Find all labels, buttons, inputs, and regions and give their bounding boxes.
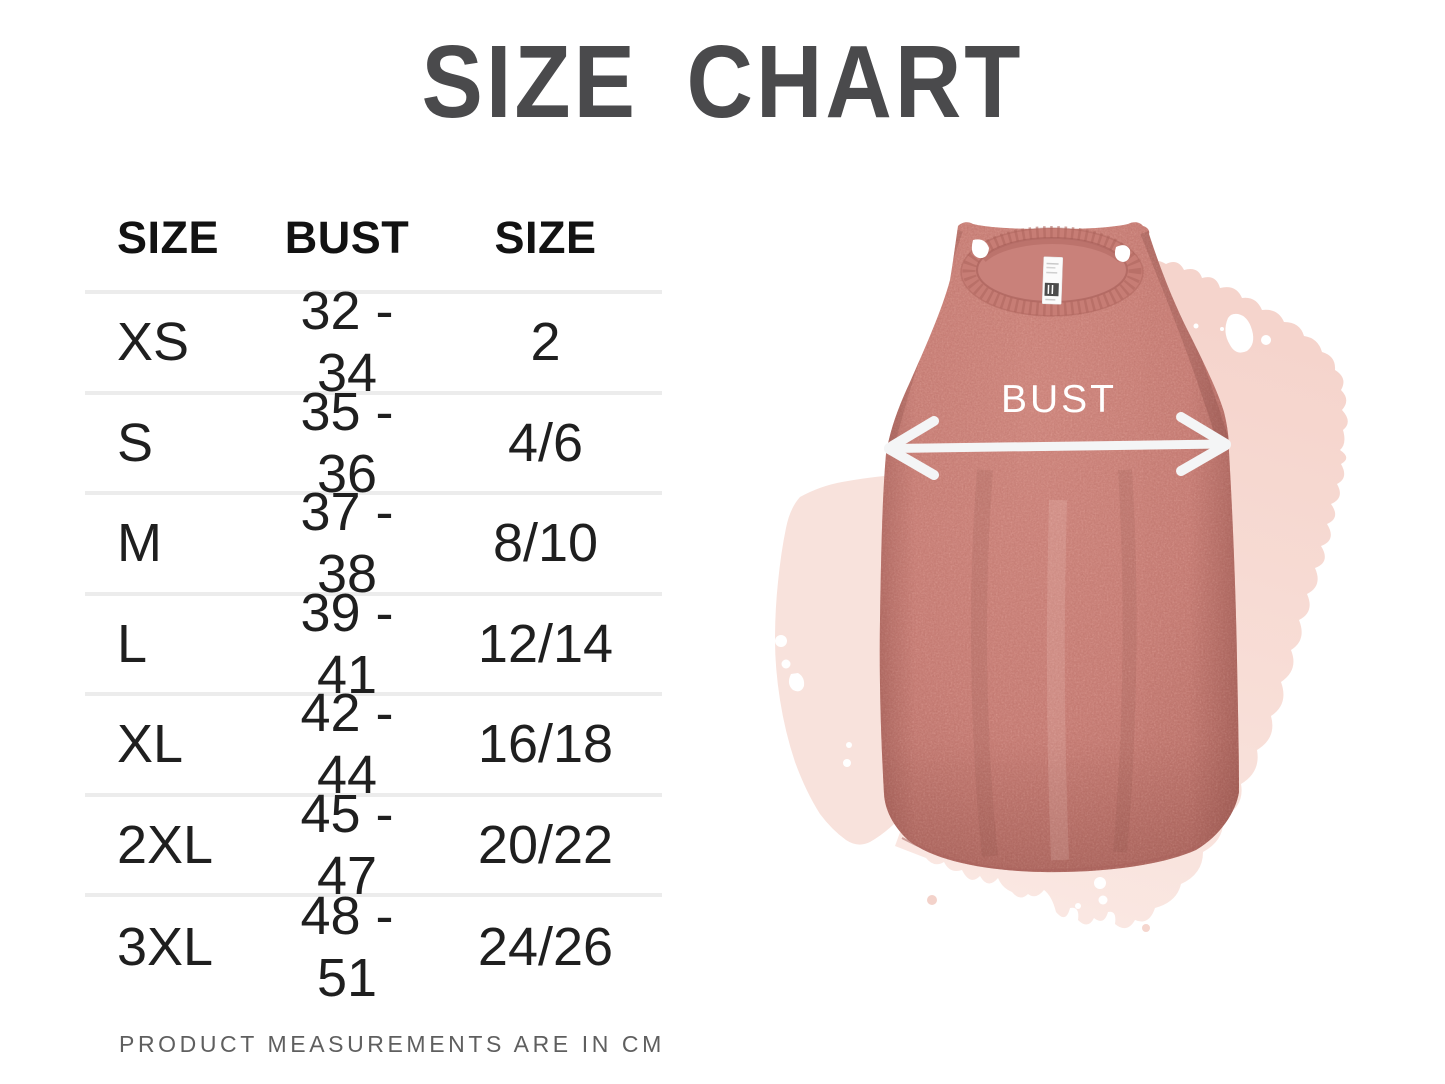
size-table: SIZE BUST SIZE XS 32 - 34 2 S 35 - 36 4/… <box>85 185 662 1008</box>
size-cell: 3XL <box>117 917 214 978</box>
splash-hole <box>1220 327 1224 331</box>
table-row: M 37 - 38 8/10 <box>85 482 662 604</box>
table-row: 3XL 48 - 51 24/26 <box>85 886 662 1008</box>
neck-tag <box>1041 256 1064 305</box>
size-cell: L <box>117 613 148 674</box>
column-header-size: SIZE <box>117 211 220 263</box>
splash-hole <box>1193 323 1199 329</box>
column-header-us-size: SIZE <box>494 211 597 263</box>
bust-measurement-label: BUST <box>1001 378 1117 421</box>
splash-droplet <box>1142 924 1150 932</box>
table-header-row: SIZE BUST SIZE <box>85 185 662 294</box>
us-size-cell: 2 <box>530 312 561 373</box>
bust-cell: 45 - 47 <box>300 783 394 906</box>
strap-keyhole <box>971 239 989 259</box>
us-size-cell: 12/14 <box>477 613 614 674</box>
splash-hole <box>788 673 805 692</box>
splash-hole <box>781 659 791 669</box>
hem-stitch <box>901 837 1203 872</box>
column-header-bust: BUST <box>284 211 410 263</box>
table-row: S 35 - 36 4/6 <box>85 382 662 504</box>
us-size-cell: 8/10 <box>492 513 599 574</box>
us-size-cell: 24/26 <box>477 917 614 978</box>
bust-cell: 48 - 51 <box>300 886 394 1009</box>
splash-hole <box>775 635 787 647</box>
us-size-cell: 20/22 <box>477 814 614 875</box>
table-row: L 39 - 41 12/14 <box>85 583 662 705</box>
strap-keyhole <box>1114 245 1131 262</box>
bust-cell: 35 - 36 <box>300 381 394 504</box>
size-cell: S <box>117 412 154 473</box>
size-cell: XL <box>117 714 184 775</box>
table-row: XS 32 - 34 2 <box>85 281 662 403</box>
footnote: PRODUCT MEASUREMENTS ARE IN CM <box>119 1031 665 1057</box>
size-cell: XS <box>117 312 190 373</box>
splash-hole <box>846 742 852 748</box>
table-row: XL 42 - 44 16/18 <box>85 683 662 805</box>
bust-cell: 39 - 41 <box>300 582 394 705</box>
splash-hole <box>1075 903 1081 909</box>
size-cell: M <box>117 513 162 574</box>
tank-top <box>879 222 1239 873</box>
page-title: SIZE CHART <box>421 25 1024 140</box>
table-row: 2XL 45 - 47 20/22 <box>85 784 662 906</box>
watercolor-splash-left <box>775 476 908 845</box>
us-size-cell: 4/6 <box>507 412 584 473</box>
us-size-cell: 16/18 <box>477 714 614 775</box>
bust-arrow <box>884 412 1231 480</box>
splash-hole <box>1094 877 1106 889</box>
size-cell: 2XL <box>117 814 214 875</box>
bust-cell: 42 - 44 <box>300 683 394 806</box>
splash-hole <box>1225 313 1254 353</box>
splash-droplet <box>927 895 937 905</box>
bust-cell: 32 - 34 <box>300 281 394 404</box>
bust-cell: 37 - 38 <box>300 482 394 605</box>
splash-hole <box>1098 895 1108 905</box>
splash-hole <box>843 759 851 767</box>
splash-hole <box>1261 335 1271 345</box>
